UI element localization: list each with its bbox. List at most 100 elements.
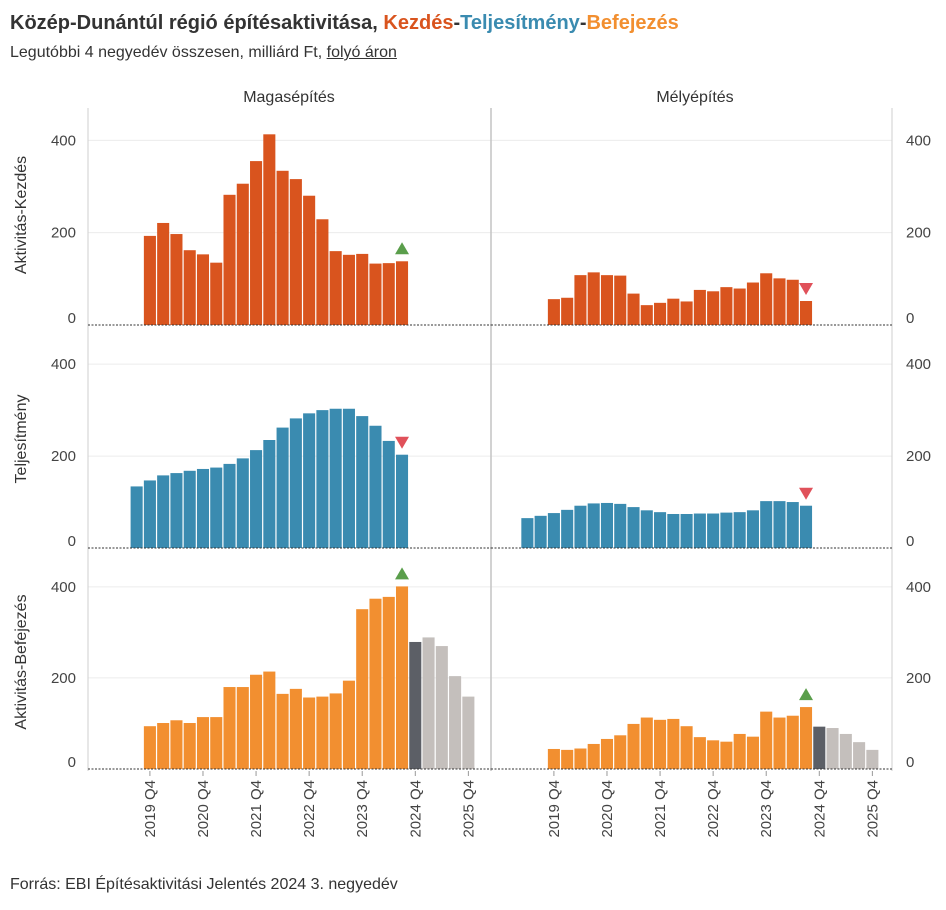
bar <box>342 254 355 325</box>
bar <box>561 297 574 325</box>
bar <box>263 440 276 548</box>
y-tick-label: 200 <box>51 225 76 242</box>
bar <box>369 425 382 548</box>
row-label: Aktivitás-Kezdés <box>13 156 30 274</box>
trend-down-marker <box>799 487 814 500</box>
bar <box>236 183 249 325</box>
bar <box>382 263 395 325</box>
bar <box>183 470 196 548</box>
bar <box>143 480 156 548</box>
title-sep-2: - <box>579 12 587 34</box>
forecast-bar <box>866 749 879 769</box>
y-tick-label: 0 <box>68 310 76 327</box>
bar <box>799 300 813 325</box>
bar <box>707 740 720 769</box>
bar <box>250 450 263 548</box>
title-prefix: Közép-Dunántúl régió építésaktivitása, <box>10 12 384 34</box>
bar <box>276 693 289 769</box>
bar <box>170 473 183 548</box>
title-teljesitmeny: Teljesítmény <box>460 12 580 34</box>
bar <box>276 170 289 325</box>
bar <box>654 512 667 548</box>
bar <box>667 513 680 548</box>
bar <box>521 518 534 548</box>
bar <box>627 507 640 548</box>
bar <box>382 596 395 769</box>
y-tick-label: 0 <box>906 754 914 771</box>
forecast-bar <box>813 726 826 769</box>
y-tick-label: 0 <box>906 310 914 327</box>
forecast-bar <box>422 637 435 769</box>
bar <box>223 463 236 548</box>
bar <box>547 513 560 548</box>
bar <box>223 194 236 325</box>
x-tick-label: 2022 Q4 <box>705 780 722 838</box>
chart-subtitle: Legutóbbi 4 negyedév összesen, milliárd … <box>10 44 397 62</box>
bar <box>210 717 223 769</box>
bar <box>316 410 329 548</box>
bar <box>733 512 746 548</box>
bar <box>587 743 600 769</box>
bar <box>561 509 574 548</box>
forecast-bar <box>462 696 475 769</box>
bar <box>760 711 773 769</box>
bar <box>342 680 355 769</box>
bar <box>316 219 329 325</box>
y-tick-label: 0 <box>906 533 914 550</box>
bar <box>707 291 720 325</box>
chart-title: Közép-Dunántúl régió építésaktivitása, K… <box>10 12 679 35</box>
bar <box>329 251 342 325</box>
bar <box>600 738 614 769</box>
y-tick-label: 200 <box>906 670 931 687</box>
bar <box>693 289 706 325</box>
forecast-bar <box>409 641 422 769</box>
title-sep-1: - <box>453 12 461 34</box>
bar <box>382 440 395 548</box>
bar <box>329 693 342 769</box>
bar <box>223 687 236 769</box>
bar <box>157 475 170 548</box>
bar <box>547 748 560 769</box>
y-tick-label: 400 <box>51 356 76 373</box>
x-tick-label: 2023 Q4 <box>354 780 371 838</box>
bar <box>250 161 263 325</box>
source-note: Forrás: EBI Építésaktivitási Jelentés 20… <box>10 876 398 893</box>
subtitle-text: Legutóbbi 4 negyedév összesen, milliárd … <box>10 44 327 61</box>
x-tick-label: 2022 Q4 <box>301 780 318 838</box>
trend-down-marker <box>799 282 814 295</box>
bar <box>680 726 693 769</box>
bar <box>627 293 640 325</box>
bar <box>640 510 653 548</box>
y-tick-label: 200 <box>51 448 76 465</box>
subtitle-link[interactable]: folyó áron <box>326 44 397 61</box>
bar <box>303 195 316 325</box>
bar <box>614 503 627 548</box>
forecast-bar <box>435 646 448 769</box>
x-tick-label: 2021 Q4 <box>652 780 669 838</box>
bar <box>654 719 667 769</box>
bar <box>680 513 693 548</box>
title-kezdes: Kezdés <box>383 12 454 34</box>
bar <box>733 733 746 769</box>
y-tick-label: 200 <box>906 448 931 465</box>
bar <box>720 512 733 548</box>
bar <box>289 179 302 325</box>
bar <box>303 697 316 769</box>
bar <box>547 299 560 325</box>
bar <box>196 468 210 548</box>
y-tick-label: 400 <box>51 132 76 149</box>
bar <box>667 718 680 769</box>
row-label: Aktivitás-Befejezés <box>13 594 30 729</box>
bar <box>693 513 706 548</box>
trend-up-marker <box>799 688 814 701</box>
bar <box>263 671 276 769</box>
bar <box>342 408 355 548</box>
x-tick-label: 2025 Q4 <box>864 780 881 838</box>
bar <box>600 502 614 548</box>
bar <box>667 298 680 325</box>
bar <box>289 688 302 769</box>
bar <box>263 134 276 325</box>
trend-down-marker <box>395 436 410 449</box>
bar <box>720 741 733 769</box>
